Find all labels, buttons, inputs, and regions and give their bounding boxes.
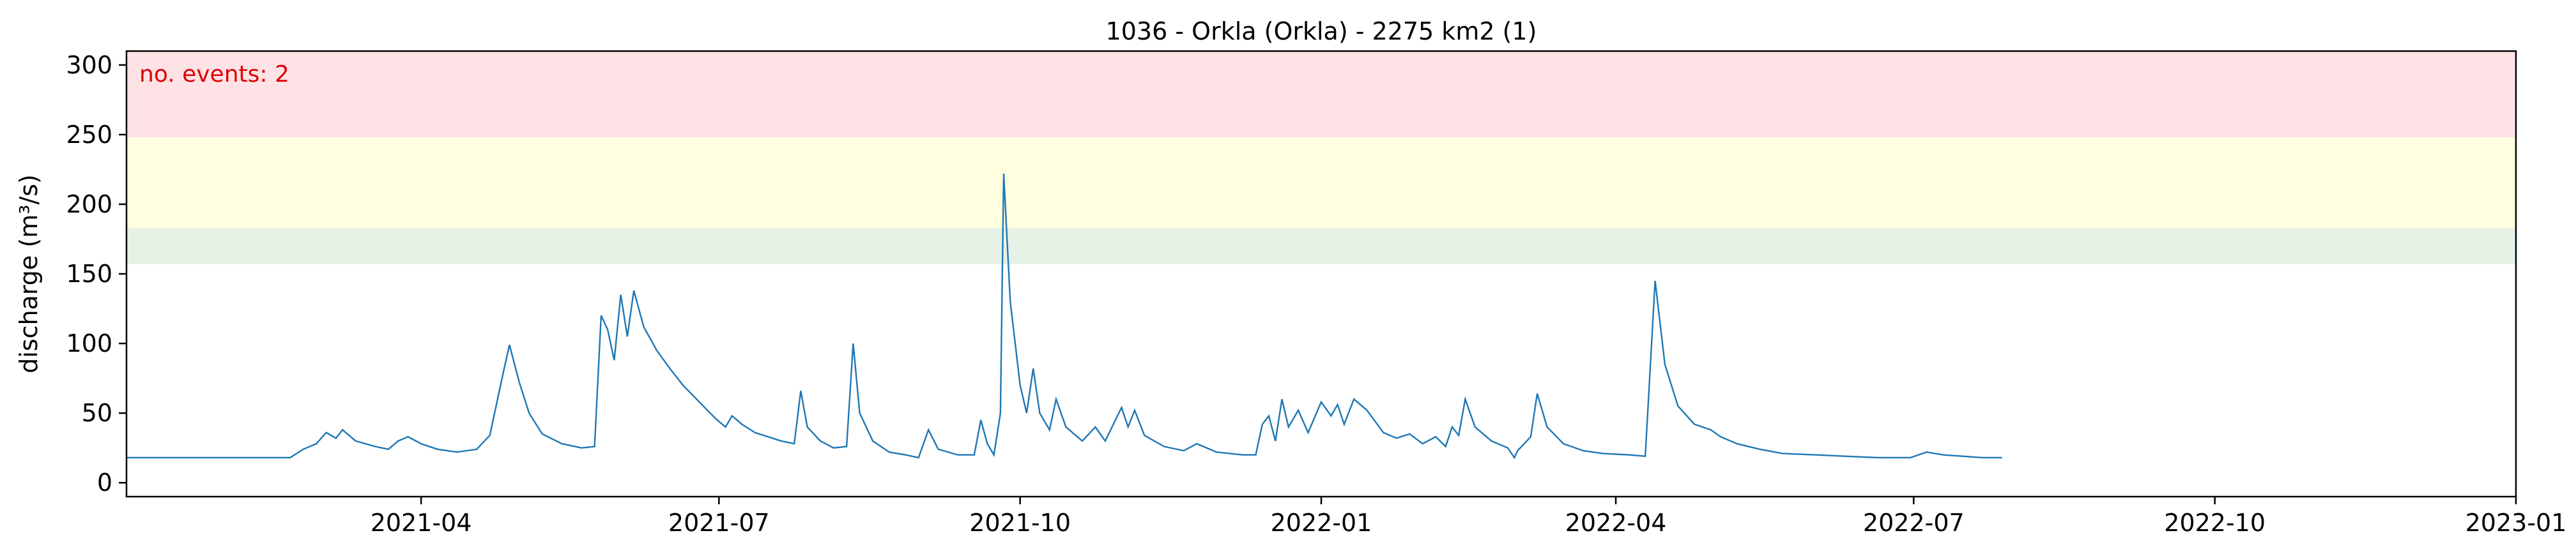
y-tick-label: 50 [82, 399, 112, 427]
series-group [126, 173, 2002, 460]
x-tick-label: 2022-04 [1565, 509, 1667, 537]
threshold-band-2 [126, 51, 2516, 138]
y-axis: 0 50 100 150 200 250 300 [66, 51, 126, 497]
y-tick-label: 0 [97, 469, 112, 497]
x-tick-label: 2023-01 [2465, 509, 2567, 537]
x-tick-label: 2022-01 [1271, 509, 1372, 537]
y-tick-label: 300 [66, 51, 112, 79]
threshold-bands [126, 51, 2516, 264]
chart-title: 1036 - Orkla (Orkla) - 2275 km2 (1) [1106, 17, 1537, 45]
x-tick-label: 2022-10 [2164, 509, 2266, 537]
threshold-band-1 [126, 137, 2516, 229]
y-tick-label: 200 [66, 190, 112, 218]
events-annotation: no. events: 2 [139, 61, 289, 87]
x-axis: 2021-04 2021-07 2021-10 2022-01 2022-04 2022-… [371, 497, 2567, 537]
x-tick-label: 2021-10 [969, 509, 1071, 537]
x-tick-label: 2022-07 [1863, 509, 1965, 537]
y-tick-label: 100 [66, 329, 112, 357]
x-tick-label: 2021-07 [668, 509, 770, 537]
y-tick-label: 250 [66, 121, 112, 149]
y-tick-label: 150 [66, 260, 112, 288]
series-line [126, 173, 2002, 460]
threshold-band-0 [126, 228, 2516, 264]
y-axis-label: discharge (m³/s) [15, 174, 43, 373]
x-tick-label: 2021-04 [371, 509, 472, 537]
